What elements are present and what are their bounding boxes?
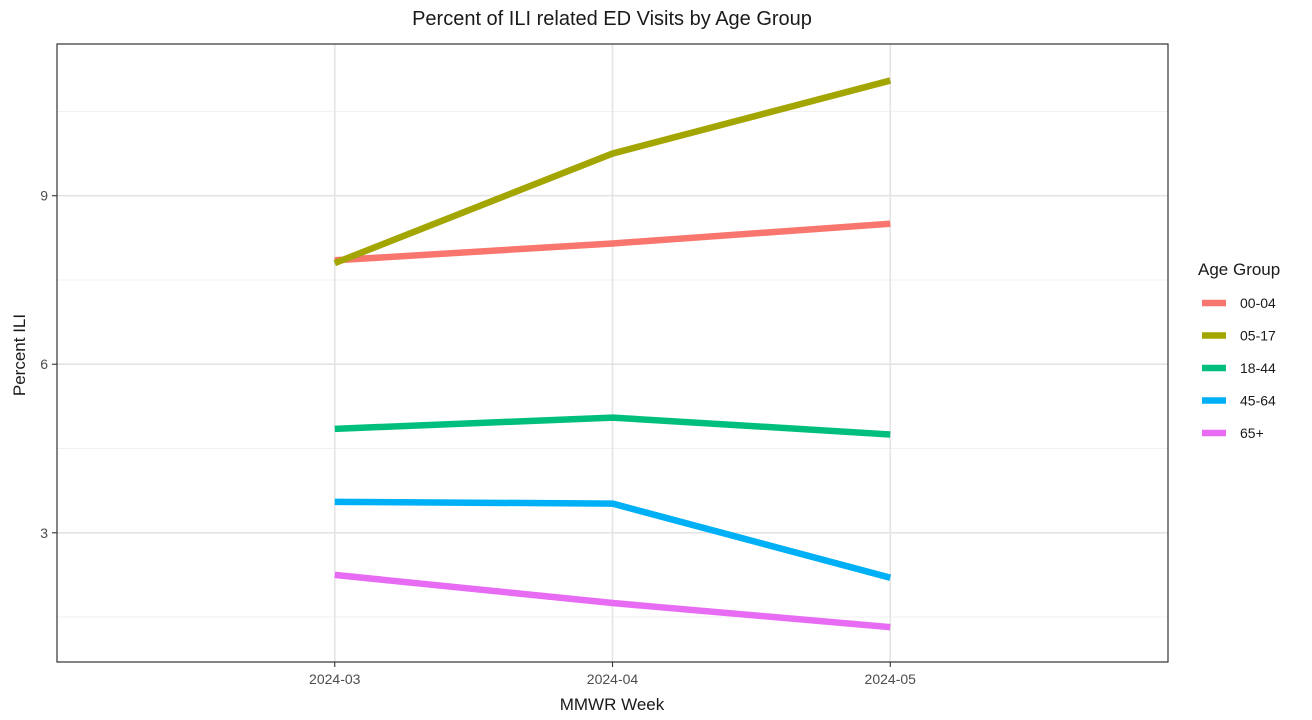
series-line-00-04	[334, 220, 891, 264]
y-tick-label: 6	[40, 356, 48, 372]
legend-items: 00-04 05-17 18-44 45-64 65+	[1202, 295, 1276, 441]
legend-label: 18-44	[1240, 360, 1276, 376]
x-axis-title: MMWR Week	[560, 695, 665, 714]
series-line-65+	[334, 571, 891, 631]
legend-label: 05-17	[1240, 328, 1276, 344]
series-line-18-44	[334, 414, 891, 438]
y-tick-label: 9	[40, 188, 48, 204]
axis-layer: 3 6 9 2024-03 2024-04 2024-05	[40, 188, 916, 687]
series-line-45-64	[334, 498, 892, 581]
x-tick-label: 2024-03	[309, 671, 361, 687]
legend-title: Age Group	[1198, 260, 1280, 279]
series-layer	[333, 77, 892, 631]
x-tick-label: 2024-05	[865, 671, 917, 687]
y-tick-label: 3	[40, 525, 48, 541]
chart-title: Percent of ILI related ED Visits by Age …	[412, 8, 812, 30]
legend-label: 45-64	[1240, 393, 1276, 409]
series-line-05-17	[333, 77, 892, 267]
legend: Age Group 00-04 05-17 18-44 45-64 65+	[1198, 260, 1280, 441]
y-axis-title: Percent ILI	[10, 314, 29, 396]
legend-label: 65+	[1240, 425, 1264, 441]
grid-layer	[57, 44, 1168, 662]
legend-label: 00-04	[1240, 295, 1276, 311]
x-tick-label: 2024-04	[587, 671, 639, 687]
